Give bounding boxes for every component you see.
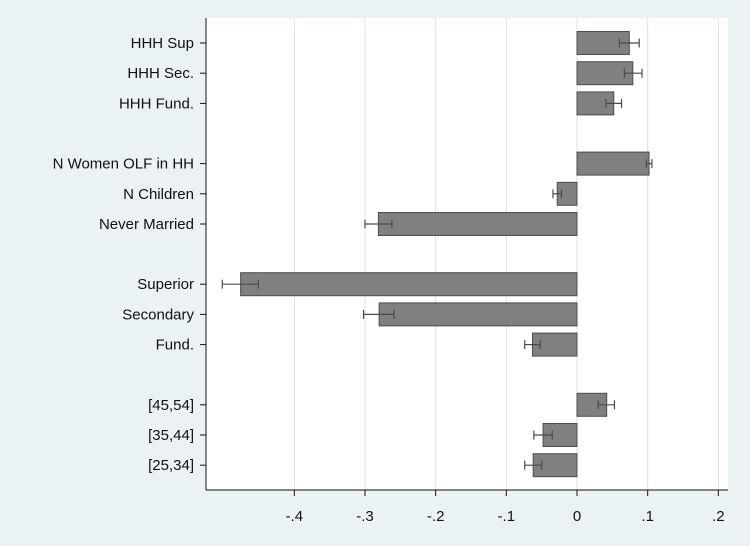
labels: HHH Sup HHH Sec. HHH Fund. N Women OLF in H…: [53, 35, 725, 525]
y-tick-label-secondary: Secondary: [122, 306, 194, 323]
y-tick-label-never-married: Never Married: [99, 216, 194, 233]
plot-background: [206, 18, 728, 490]
error-bar-fund: [524, 340, 541, 350]
x-tick-label-0: -.4: [286, 508, 304, 525]
error-bar-superior: [221, 279, 259, 289]
y-tick-label-superior: Superior: [137, 276, 194, 293]
x-tick-label-6: .2: [712, 508, 725, 525]
y-tick-label-fund: Fund.: [156, 337, 194, 354]
error-bars: [221, 38, 653, 470]
y-tick-label-n-women-olf-in-hh: N Women OLF in HH: [53, 156, 194, 173]
error-bar-35-44: [533, 430, 553, 440]
error-bar-never-married: [364, 219, 393, 229]
x-tick-label-1: -.3: [356, 508, 374, 525]
x-tick-label-4: 0: [573, 508, 581, 525]
x-tick-label-2: -.2: [427, 508, 445, 525]
y-tick-label-35-44: [35,44]: [148, 427, 194, 444]
error-bar-secondary: [362, 309, 395, 319]
bar-secondary: [378, 302, 578, 327]
y-tick-label-hhh-sup: HHH Sup: [131, 35, 194, 52]
error-bar-n-women-olf-in-hh: [645, 159, 653, 169]
y-tick-label-n-children: N Children: [123, 186, 194, 203]
y-tick-label-25-34: [25,34]: [148, 457, 194, 474]
axes: [205, 18, 728, 496]
y-tick-label-45-54: [45,54]: [148, 397, 194, 414]
error-bar-hhh-sup: [618, 38, 640, 48]
bar-superior: [240, 272, 578, 297]
error-bar-45-54: [597, 400, 616, 410]
y-tick-label-hhh-fund: HHH Fund.: [119, 95, 194, 112]
x-tick-label-5: .1: [641, 508, 654, 525]
bar-n-women-olf-in-hh: [576, 151, 650, 176]
error-bar-n-children: [552, 189, 563, 199]
error-bar-25-34: [524, 460, 543, 470]
error-bar-hhh-fund: [605, 98, 623, 108]
bars: [240, 31, 650, 478]
error-bar-hhh-sec: [623, 68, 643, 78]
bar-never-married: [377, 212, 578, 236]
y-tick-label-hhh-sec: HHH Sec.: [127, 65, 194, 82]
x-tick-label-3: -.1: [498, 508, 516, 525]
